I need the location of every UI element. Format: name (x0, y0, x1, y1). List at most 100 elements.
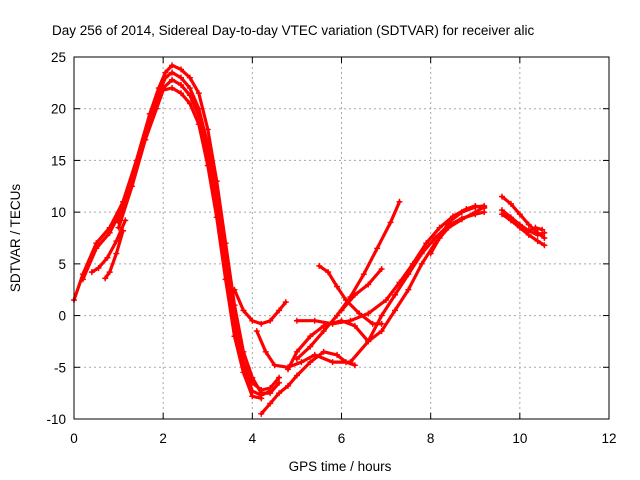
x-tick-label: 10 (512, 431, 527, 446)
data-point (392, 291, 398, 298)
data-point (153, 105, 160, 112)
data-point (293, 356, 300, 363)
x-tick-label: 2 (159, 431, 167, 446)
data-point (258, 387, 265, 394)
data-point (258, 410, 265, 417)
x-tick-label: 4 (249, 431, 257, 446)
data-point (169, 69, 176, 76)
data-point (472, 203, 479, 210)
series-arc-a (88, 217, 129, 276)
data-point (392, 307, 398, 314)
data-point (231, 333, 238, 340)
data-point (458, 216, 465, 223)
x-tick-label: 6 (338, 431, 346, 446)
data-point (104, 254, 111, 261)
data-point (507, 217, 514, 224)
data-point (445, 219, 452, 226)
data-point (95, 264, 102, 271)
data-point (262, 348, 269, 355)
data-point (334, 351, 341, 358)
data-point (541, 242, 548, 249)
data-point (113, 250, 120, 257)
data-point (436, 224, 443, 231)
data-point (258, 395, 265, 402)
data-point (351, 291, 358, 298)
data-point (293, 317, 300, 324)
data-point (204, 126, 211, 133)
data-point (325, 269, 332, 276)
data-point (267, 400, 274, 407)
data-point (293, 348, 300, 355)
axis-ticks (73, 56, 610, 420)
data-point (427, 250, 434, 257)
data-point (541, 235, 548, 241)
data-point (285, 366, 291, 373)
data-point (307, 333, 314, 340)
data-point (525, 221, 532, 228)
data-point (383, 297, 390, 304)
y-axis-label: SDTVAR / TECUs (8, 184, 23, 293)
data-point (347, 317, 354, 324)
data-point (282, 299, 289, 306)
data-point (160, 87, 167, 94)
series-main-track-4 (115, 85, 265, 402)
data-point (311, 351, 318, 358)
data-point (320, 328, 327, 335)
data-point (186, 100, 193, 107)
data-point (334, 283, 341, 290)
data-point (329, 359, 336, 366)
data-point (334, 312, 341, 319)
data-point (106, 229, 113, 236)
series-late-arc-4 (525, 224, 546, 234)
data-point (347, 359, 354, 366)
data-point (516, 211, 523, 218)
data-point (79, 276, 86, 283)
data-point (204, 162, 211, 169)
data-point (195, 90, 202, 97)
data-point (162, 74, 169, 81)
data-point (178, 90, 184, 97)
data-point (213, 214, 220, 221)
series-arc-c (258, 348, 358, 417)
data-point (405, 286, 412, 293)
x-tick-label: 12 (601, 431, 616, 446)
data-point (499, 193, 505, 200)
y-tick-label: -10 (46, 412, 66, 427)
data-point (102, 275, 109, 282)
data-point (142, 136, 149, 143)
data-point (276, 307, 283, 314)
data-point (240, 307, 247, 314)
data-point (298, 359, 305, 366)
data-point (539, 226, 546, 233)
series-line (339, 267, 384, 312)
data-point (356, 310, 363, 317)
data-point (374, 245, 381, 252)
series-line (116, 86, 263, 400)
series-line (103, 229, 125, 280)
data-point (458, 209, 465, 216)
data-point (195, 121, 202, 128)
data-point (178, 74, 184, 81)
x-tick-label: 0 (70, 431, 78, 446)
series-arc-j (427, 202, 488, 257)
data-point (316, 262, 323, 269)
data-point (525, 227, 532, 234)
data-point (338, 307, 345, 314)
data-point (365, 310, 372, 317)
series-arc-i (338, 266, 385, 314)
series-line (72, 63, 281, 395)
chart-title: Day 256 of 2014, Sidereal Day-to-day VTE… (52, 23, 534, 38)
data-point (387, 219, 394, 226)
series-line (286, 205, 486, 371)
data-point (541, 229, 548, 236)
series-layer (71, 62, 548, 417)
data-point (499, 211, 505, 218)
data-point (516, 224, 523, 231)
data-point (320, 348, 327, 355)
data-point (186, 92, 193, 99)
data-point (311, 317, 318, 324)
data-point (472, 209, 479, 216)
data-point (369, 320, 376, 327)
data-point (249, 317, 256, 324)
